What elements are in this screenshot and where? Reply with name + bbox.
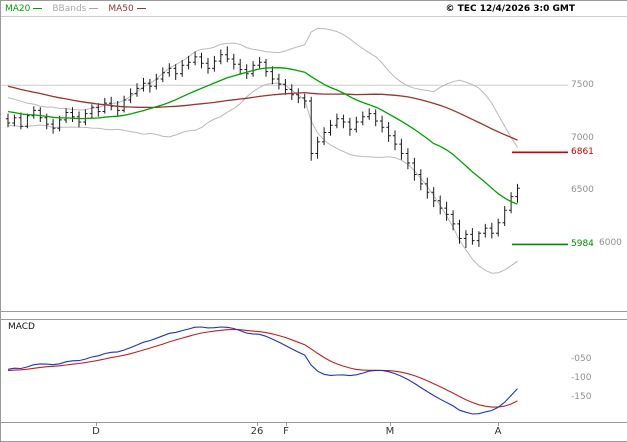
x-tick-A: A [494, 426, 502, 437]
x-tick-26: 26 [250, 426, 264, 437]
legend-bbands-label: BBands [52, 3, 87, 14]
bband-upper-line [7, 27, 518, 148]
macd-line [7, 326, 518, 415]
price-tick-7000: 7000 [571, 132, 594, 143]
x-tick-F: F [283, 426, 289, 437]
price-tick-7500: 7500 [571, 80, 594, 91]
legend-item-ma50: MA50 [108, 3, 146, 14]
ma50-line-sample-icon [136, 8, 146, 9]
bbands-line-sample-icon [89, 8, 99, 9]
macd-tick--050: -050 [571, 353, 592, 364]
macd-signal-line [7, 328, 518, 408]
price-tick-6500: 6500 [571, 185, 594, 196]
macd-tick--100: -100 [571, 372, 592, 383]
ma50-line [7, 85, 518, 141]
level-label-6861: 6861 [571, 147, 594, 158]
copyright-text: © TEC 12/4/2026 3:0 GMT [445, 3, 575, 14]
level-label-5984: 5984 [571, 239, 594, 250]
x-tick-D: D [92, 426, 100, 437]
macd-tick--150: -150 [571, 391, 592, 402]
bband-lower-line [7, 82, 518, 274]
x-tick-M: M [385, 426, 395, 437]
chart-header: MA20 BBands MA50 © TEC 12/4/2026 3:0 GMT [5, 2, 624, 15]
legend-item-bbands: BBands [52, 3, 99, 14]
price-tick-6000: 6000 [599, 237, 622, 248]
ma20-line-sample-icon [33, 8, 43, 9]
ohlc-bars [5, 46, 520, 248]
ma20-line [7, 67, 518, 205]
legend-ma20-label: MA20 [5, 3, 31, 14]
legend-item-ma20: MA20 [5, 3, 43, 14]
macd-panel-label: MACD [8, 322, 35, 332]
legend-ma50-label: MA50 [108, 3, 134, 14]
